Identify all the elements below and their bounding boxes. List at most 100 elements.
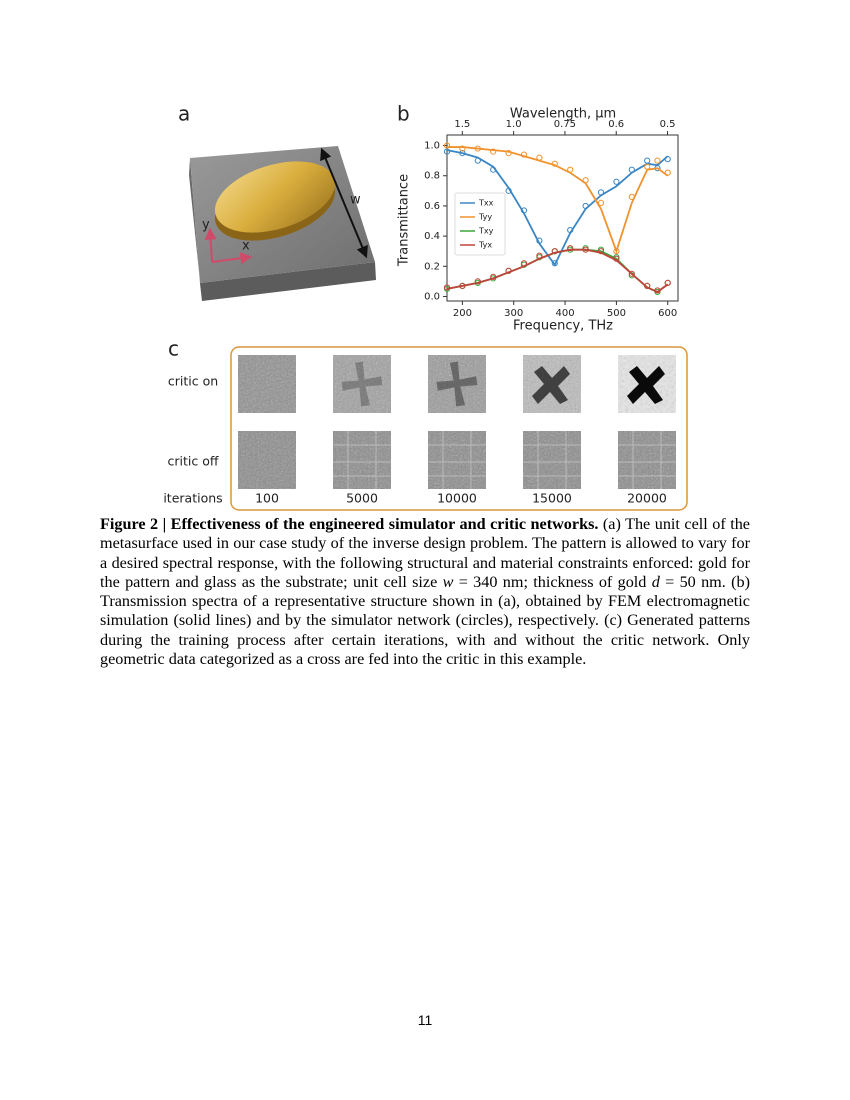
- simulator-point: [613, 255, 620, 262]
- simulator-point: [536, 237, 543, 244]
- simulator-point: [505, 150, 512, 157]
- legend-label: Tyy: [478, 213, 492, 222]
- simulator-point: [628, 166, 635, 173]
- patterns: 100 5000 10000 15000 20000: [238, 355, 676, 506]
- x-tick-label: 400: [556, 308, 575, 319]
- y-tick-label: 0.2: [424, 261, 440, 272]
- simulator-point: [644, 282, 651, 290]
- simulator-point: [664, 279, 671, 286]
- iteration-label: 10000: [437, 491, 477, 506]
- simulator-point: [443, 284, 451, 291]
- row-label: critic off: [168, 454, 219, 469]
- panel-frame: [230, 346, 688, 511]
- caption-text: = 50 nm. (b) Transmission spectra of a r…: [100, 572, 750, 669]
- iteration-label: 20000: [627, 491, 667, 506]
- pattern-shape: [627, 366, 665, 404]
- simulator-point: [597, 248, 605, 255]
- simulator-point: [628, 193, 635, 200]
- simulator-point: [490, 148, 497, 155]
- simulator-point: [459, 145, 466, 152]
- page-number: 11: [417, 1012, 433, 1028]
- x-tick-label: 600: [658, 308, 677, 319]
- y-label: y: [202, 218, 210, 233]
- simulator-point: [551, 160, 558, 167]
- simulator-point: [664, 169, 671, 176]
- caption-text: = 340 nm; thickness of gold: [453, 572, 652, 591]
- y-tick-label: 0.0: [424, 291, 440, 302]
- simulator-point: [654, 157, 661, 164]
- panel-label: a: [178, 102, 190, 126]
- pattern-shape: [436, 361, 478, 407]
- pattern-grid: [618, 431, 676, 489]
- y-tick-label: 1.0: [424, 141, 440, 152]
- x-tick-label: 300: [504, 308, 523, 319]
- pattern-noise: [618, 431, 676, 489]
- legend-label: Txy: [478, 227, 494, 236]
- row-label: iterations: [163, 491, 222, 506]
- simulator-point: [644, 157, 651, 164]
- plot: 200 300 400 500 600 1.5 1.0 0.75 0.6 0.5 0.0 0.2 0.4…: [424, 119, 679, 319]
- x2-axis-label: Wavelength, μm: [510, 107, 616, 122]
- w-label: w: [350, 193, 361, 208]
- simulator-point: [459, 150, 466, 157]
- y-axis-label: Transmittance: [397, 174, 412, 267]
- simulator-point: [474, 278, 481, 285]
- plot-frame: [446, 134, 679, 302]
- x2-tick-label: 0.5: [660, 119, 676, 130]
- caption: Figure 2 | Effectiveness of the engineer…: [100, 515, 750, 669]
- pattern-noise: [523, 431, 581, 489]
- pattern-noise: [238, 431, 296, 489]
- simulator-point: [551, 248, 558, 255]
- simulator-point: [490, 166, 497, 173]
- simulator-point: [597, 189, 605, 196]
- pattern-noise: [238, 355, 296, 413]
- iteration-label: 100: [255, 491, 279, 506]
- pattern-noise: [333, 355, 391, 413]
- simulator-point: [520, 151, 528, 158]
- simulator-point: [664, 156, 671, 163]
- caption-symbol: d: [651, 572, 660, 591]
- simulator-point: [628, 270, 635, 277]
- x-label: x: [242, 239, 250, 254]
- y-tick-label: 0.8: [424, 171, 440, 182]
- iteration-label: 5000: [346, 491, 378, 506]
- x2-tick-label: 0.75: [554, 119, 576, 130]
- x-tick-label: 500: [607, 308, 626, 319]
- series-line: [446, 248, 669, 293]
- iteration-label: 15000: [532, 491, 572, 506]
- pattern-grid: [333, 431, 391, 489]
- simulator-point: [536, 252, 543, 259]
- legend-frame: [454, 192, 506, 256]
- simulator-point: [582, 177, 589, 184]
- x2-tick-label: 0.6: [608, 119, 624, 130]
- caption-title: Figure 2 | Effectiveness of the engineer…: [100, 515, 599, 533]
- simulator-point: [582, 202, 589, 210]
- pattern-noise: [333, 431, 391, 489]
- series-line: [447, 146, 669, 254]
- simulator-point: [459, 282, 466, 290]
- x2-tick-label: 1.5: [454, 119, 470, 130]
- simulator-point: [644, 163, 651, 170]
- simulator-point: [582, 246, 589, 253]
- x-axis-label: Frequency, THz: [513, 319, 613, 334]
- x2-tick-label: 1.0: [506, 119, 522, 130]
- legend-label: Txx: [478, 199, 494, 208]
- simulator-point: [654, 287, 661, 294]
- simulator-point: [505, 187, 512, 194]
- y-tick-label: 0.4: [424, 231, 440, 242]
- x-tick-label: 200: [453, 308, 472, 319]
- panel-label: b: [397, 102, 410, 126]
- simulator-point: [490, 273, 497, 280]
- simulator-point: [613, 178, 620, 185]
- legend-label: Tyx: [478, 241, 492, 250]
- panel-label: c: [168, 337, 179, 361]
- simulator-point: [567, 226, 574, 234]
- simulator-point: [474, 145, 481, 152]
- pattern-shape: [532, 366, 570, 404]
- pattern-noise: [428, 355, 486, 413]
- simulator-point: [520, 260, 528, 267]
- simulator-point: [597, 199, 605, 207]
- series-line: [446, 248, 669, 293]
- simulator-point: [567, 166, 574, 173]
